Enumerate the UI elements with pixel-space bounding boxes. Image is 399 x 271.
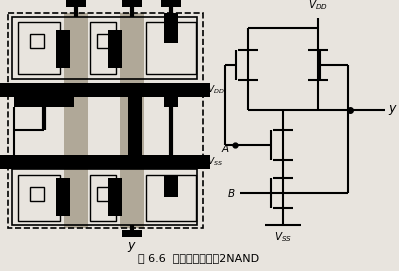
Text: $y$: $y$ (127, 240, 137, 254)
Bar (146, 175, 196, 221)
Bar (64, 13, 88, 228)
Text: $V_{DD}$: $V_{DD}$ (207, 84, 225, 96)
Bar (164, 97, 178, 107)
Bar (56, 30, 70, 68)
Text: $A$: $A$ (221, 142, 230, 154)
Bar (90, 22, 116, 74)
Bar (122, 0, 142, 7)
Bar (0, 155, 210, 169)
Bar (108, 178, 122, 216)
Text: 图 6.6  共栅单元内连成2NAND: 图 6.6 共栅单元内连成2NAND (138, 253, 260, 263)
Bar (161, 0, 181, 7)
Bar (8, 13, 203, 228)
Bar (128, 97, 142, 155)
Bar (120, 13, 144, 228)
Bar (164, 13, 178, 43)
Text: $V_{SS}$: $V_{SS}$ (207, 156, 223, 168)
Bar (97, 187, 111, 201)
Bar (12, 17, 197, 79)
Bar (66, 0, 86, 7)
Text: $B$: $B$ (227, 187, 235, 199)
Bar (122, 230, 142, 237)
Text: $V_{SS}$: $V_{SS}$ (274, 230, 292, 244)
Bar (90, 175, 116, 221)
Bar (18, 175, 60, 221)
Bar (56, 178, 70, 216)
Text: $V_{DD}$: $V_{DD}$ (308, 0, 328, 12)
Bar (30, 34, 44, 48)
Bar (30, 187, 44, 201)
Bar (97, 34, 111, 48)
Bar (146, 22, 196, 74)
Bar (12, 169, 197, 225)
Bar (14, 97, 74, 107)
Bar (18, 22, 60, 74)
Bar (164, 175, 178, 197)
Text: $y$: $y$ (388, 103, 398, 117)
Bar (0, 83, 210, 97)
Bar (108, 30, 122, 68)
